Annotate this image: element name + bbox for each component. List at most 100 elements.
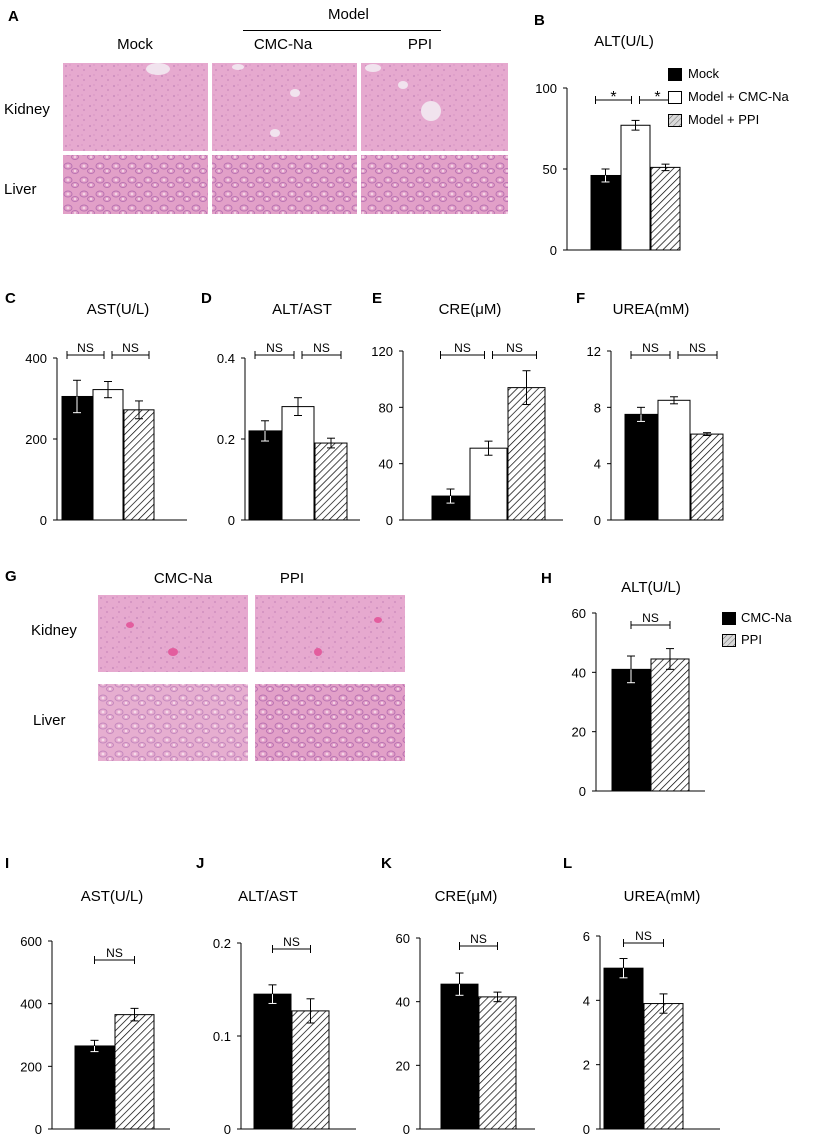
- y-tick-label: 4: [594, 457, 601, 472]
- panel-label-k: K: [381, 855, 392, 872]
- bar-e-2: [507, 387, 546, 521]
- significance-label: NS: [77, 341, 94, 355]
- legend-label-g-cmc-na: CMC-Na: [741, 610, 792, 625]
- panel-label-a: A: [8, 8, 19, 25]
- legend-swatch-g-ppi: [722, 634, 736, 647]
- y-tick-label: 0: [550, 243, 557, 258]
- y-tick-label: 0: [224, 1122, 231, 1137]
- legend-swatch-mock: [668, 68, 682, 81]
- histology-image-liver-ppi: [361, 155, 508, 214]
- chart-title-c: AST(U/L): [87, 301, 150, 318]
- bar-d-1: [281, 406, 315, 521]
- column-header-ppi: PPI: [407, 36, 433, 53]
- chart-title-h: ALT(U/L): [621, 579, 681, 596]
- y-tick-label: 0: [40, 513, 47, 528]
- error-bar: [135, 400, 143, 420]
- bar-f-1: [657, 399, 691, 521]
- y-tick-label: 60: [396, 931, 410, 946]
- bar-c-0: [61, 395, 93, 521]
- error-bar: [294, 397, 302, 417]
- legend-swatch-g-cmc-na: [722, 612, 736, 625]
- significance-bracket: NS: [272, 935, 311, 953]
- significance-bracket: NS: [301, 341, 342, 359]
- error-bar: [306, 998, 315, 1024]
- panel-label-f: F: [576, 290, 586, 307]
- significance-bracket: NS: [677, 341, 718, 359]
- column-header-g-ppi: PPI: [279, 570, 305, 587]
- significance-bracket: NS: [111, 341, 150, 359]
- y-tick-label: 40: [396, 995, 410, 1010]
- significance-label: NS: [635, 929, 652, 943]
- y-tick-label: 20: [572, 725, 586, 740]
- error-bar: [619, 958, 628, 979]
- significance-bracket: NS: [94, 946, 135, 964]
- y-tick-label: 0: [579, 784, 586, 799]
- histology-image-g-liver-cmc-na: [98, 684, 248, 761]
- error-bar: [659, 993, 668, 1014]
- row-label-kidney: Kidney: [4, 101, 50, 118]
- significance-bracket: NS: [254, 341, 295, 359]
- row-label-liver: Liver: [4, 181, 37, 198]
- bar-i-1: [114, 1014, 155, 1130]
- bar-k-1: [478, 996, 517, 1130]
- panel-label-c: C: [5, 290, 16, 307]
- y-tick-label: 20: [396, 1058, 410, 1073]
- significance-label: NS: [506, 341, 523, 355]
- legend-label-mock: Mock: [688, 66, 720, 81]
- y-tick-label: 200: [20, 1059, 42, 1074]
- model-group-header: Model: [328, 6, 369, 23]
- histology-image-kidney-ppi: [361, 63, 508, 151]
- y-tick-label: 0.2: [213, 936, 231, 951]
- significance-bracket: NS: [440, 341, 485, 359]
- histology-image-g-kidney-ppi: [255, 595, 405, 672]
- y-tick-label: 0.2: [217, 432, 235, 447]
- bar-d-0: [248, 430, 282, 521]
- error-bar: [601, 168, 610, 183]
- error-bar: [446, 488, 455, 504]
- y-tick-label: 12: [587, 344, 601, 359]
- panel-label-i: I: [5, 855, 10, 872]
- panel-label-b: B: [534, 12, 545, 29]
- y-tick-label: 2: [583, 1058, 590, 1073]
- significance-bracket: NS: [459, 932, 498, 950]
- chart-title-k: CRE(μM): [435, 888, 498, 905]
- error-bar: [130, 1007, 139, 1022]
- y-tick-label: 60: [572, 606, 586, 621]
- error-bar: [493, 991, 502, 1003]
- error-bar: [90, 1039, 99, 1053]
- y-tick-label: 600: [20, 934, 42, 949]
- chart-title-f: UREA(mM): [613, 301, 690, 318]
- error-bar: [661, 163, 670, 172]
- y-tick-label: 0: [594, 513, 601, 528]
- significance-bracket: *: [595, 89, 632, 106]
- y-tick-label: 50: [543, 162, 557, 177]
- bar-l-1: [643, 1003, 684, 1130]
- histology-image-g-kidney-cmc-na: [98, 595, 248, 672]
- bar-h-1: [650, 658, 690, 792]
- y-tick-label: 0: [403, 1122, 410, 1137]
- model-group-rule: [243, 30, 441, 31]
- significance-bracket: NS: [630, 611, 671, 629]
- y-tick-label: 0: [583, 1122, 590, 1137]
- column-header-mock: Mock: [117, 36, 153, 53]
- error-bar: [484, 440, 493, 456]
- error-bar: [522, 370, 531, 406]
- histology-image-g-liver-ppi: [255, 684, 405, 761]
- error-bar: [261, 420, 269, 442]
- column-header-cmc-na: CMC-Na: [253, 36, 313, 53]
- bar-c-2: [123, 409, 155, 521]
- chart-title-i: AST(U/L): [81, 888, 144, 905]
- panel-label-g: G: [5, 568, 17, 585]
- bar-b-0: [590, 174, 621, 251]
- error-bar: [670, 396, 678, 405]
- histology-image-kidney-cmc-na: [212, 63, 357, 151]
- y-tick-label: 40: [572, 665, 586, 680]
- y-tick-label: 6: [583, 929, 590, 944]
- significance-label: NS: [313, 341, 330, 355]
- error-bar: [637, 406, 645, 422]
- panel-label-j: J: [196, 855, 205, 872]
- legend-label-g-ppi: PPI: [741, 632, 762, 647]
- legend-label-model-cmc-na: Model + CMC-Na: [688, 89, 789, 104]
- significance-label: NS: [266, 341, 283, 355]
- histology-grid-top: [63, 63, 508, 214]
